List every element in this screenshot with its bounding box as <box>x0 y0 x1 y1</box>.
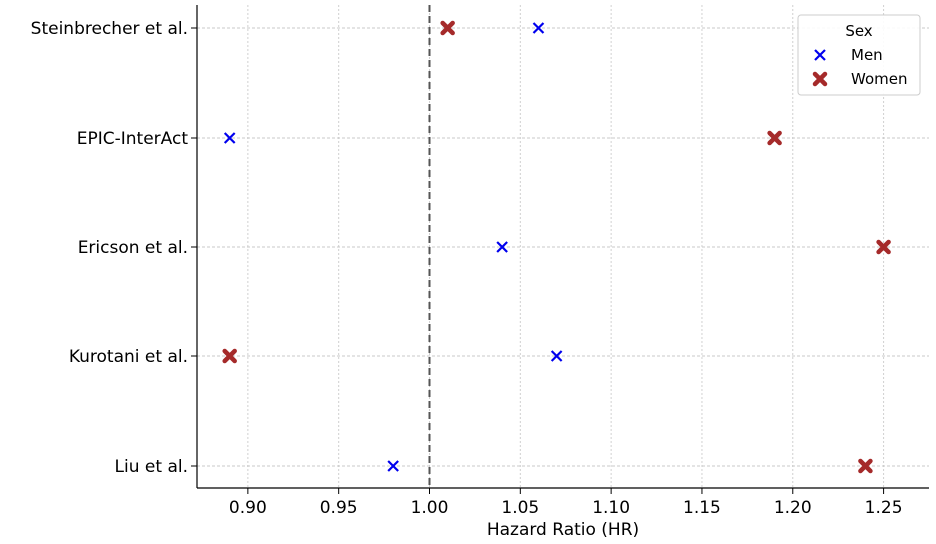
women-marker-shape <box>440 20 455 36</box>
x-tick-label: 1.15 <box>683 498 721 518</box>
men-marker-shape <box>387 460 399 472</box>
axes <box>191 5 929 494</box>
legend-box <box>797 14 921 96</box>
women-marker <box>440 20 455 36</box>
y-tick-label: Steinbrecher et al. <box>31 19 188 39</box>
men-marker-shape <box>550 350 563 362</box>
x-tick-label: 1.25 <box>865 498 903 518</box>
women-marker <box>876 239 891 255</box>
x-tick-label: 1.10 <box>592 498 630 518</box>
x-tick-label: 0.90 <box>229 498 267 518</box>
women-marker-shape <box>767 130 782 146</box>
men-marker <box>496 241 508 253</box>
women-marker <box>222 348 237 364</box>
legend-men-swatch-shape <box>814 49 826 61</box>
y-tick-label: EPIC-InterAct <box>77 129 189 149</box>
men-marker-shape <box>496 241 508 253</box>
men-marker <box>387 460 399 472</box>
x-tick-labels: 0.90 0.95 1.00 1.05 1.10 1.15 1.20 1.25 <box>229 498 903 518</box>
x-axis-title: Hazard Ratio (HR) <box>487 520 639 540</box>
legend-title: Sex <box>845 22 872 40</box>
x-tick-label: 1.00 <box>411 498 449 518</box>
y-tick-label: Ericson et al. <box>78 238 188 258</box>
women-marker <box>858 458 873 474</box>
x-tick-label: 0.95 <box>320 498 358 518</box>
legend-women-swatch-shape <box>812 71 828 87</box>
y-tick-label: Liu et al. <box>115 457 188 477</box>
legend-men-label: Men <box>851 46 883 64</box>
legend-men-swatch <box>814 49 826 61</box>
women-marker-shape <box>858 458 873 474</box>
x-tick-label: 1.05 <box>501 498 539 518</box>
legend-women-label: Women <box>851 70 907 88</box>
legend-items: Men Women <box>812 46 907 88</box>
men-marker <box>223 132 236 144</box>
y-tick-label: Kurotani et al. <box>69 347 188 367</box>
men-marker-shape <box>223 132 236 144</box>
men-marker-shape <box>532 22 545 34</box>
women-marker-shape <box>876 239 891 255</box>
y-tick-labels: Steinbrecher et al. EPIC-InterAct Ericson … <box>31 19 189 477</box>
legend-women-swatch <box>812 71 828 87</box>
men-marker <box>550 350 563 362</box>
data-markers <box>222 20 891 474</box>
women-marker <box>767 130 782 146</box>
x-tick-label: 1.20 <box>774 498 812 518</box>
women-marker-shape <box>222 348 237 364</box>
legend: Sex Men Women <box>797 14 921 96</box>
men-marker <box>532 22 545 34</box>
